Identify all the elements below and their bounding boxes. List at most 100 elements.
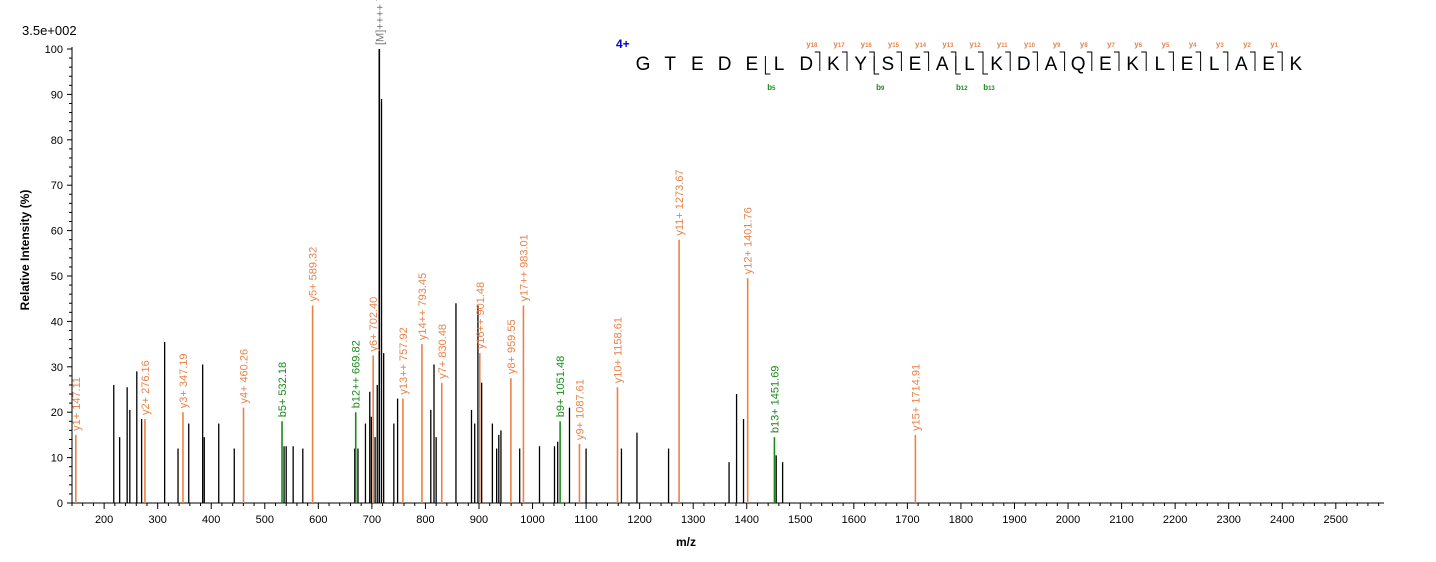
- y-tick-label: 0: [57, 498, 63, 510]
- sequence-letter: Y: [854, 54, 867, 75]
- peak-label: y3+ 347.19: [178, 353, 190, 408]
- y-ion-label: y11: [997, 40, 1008, 49]
- y-tick-label: 100: [45, 44, 63, 56]
- x-tick-label: 600: [309, 514, 327, 526]
- y-ion-index: 6: [1139, 43, 1143, 49]
- y-ion-label: y15: [888, 40, 900, 49]
- y-ion-label: y4: [1189, 40, 1197, 49]
- y-ion-index: 1: [1275, 43, 1279, 49]
- y-ion-label: y13: [942, 40, 954, 49]
- y-ion-label: y18: [806, 40, 818, 49]
- y-ion-label: y8: [1080, 40, 1088, 49]
- y-ion-index: 11: [1001, 43, 1008, 49]
- sequence-letter: L: [774, 54, 785, 75]
- x-tick-label: 300: [149, 514, 167, 526]
- y-ion-index: 14: [919, 43, 926, 49]
- y-ion-bracket: [1222, 51, 1229, 71]
- x-tick-label: 1000: [520, 514, 544, 526]
- sequence-letter: D: [799, 54, 813, 75]
- sequence-letter: E: [909, 54, 922, 75]
- sequence-letter: L: [1155, 54, 1166, 75]
- peak-label: y9+ 1087.61: [574, 379, 586, 440]
- y-ion-bracket: [1250, 51, 1256, 71]
- sequence-letter: K: [1289, 54, 1302, 75]
- sequence-letter: E: [1262, 54, 1275, 75]
- x-tick-label: 1600: [842, 514, 866, 526]
- y-ion-bracket: [1277, 51, 1283, 71]
- y-ion-bracket: [896, 51, 902, 71]
- x-tick-label: 2500: [1324, 514, 1348, 526]
- y-ion-index: 16: [865, 43, 872, 49]
- sequence-letter: K: [1126, 54, 1139, 75]
- x-tick-label: 1400: [735, 514, 759, 526]
- sequence-letter: S: [881, 54, 894, 75]
- y-ion-bracket: [1059, 51, 1066, 71]
- x-tick-label: 1300: [681, 514, 705, 526]
- y-ion-label: y16: [861, 40, 873, 49]
- y-ion-bracket: [923, 51, 930, 71]
- peak-label: b12++ 669.82: [351, 340, 363, 408]
- b-ion-index: 5: [772, 86, 776, 92]
- y-ion-index: 10: [1028, 43, 1035, 49]
- y-ion-bracket: [1032, 51, 1038, 71]
- b-ion-bracket: [955, 56, 961, 75]
- sequence-letter: K: [827, 54, 840, 75]
- x-tick-label: 2100: [1109, 514, 1133, 526]
- y-ion-label: y12: [969, 40, 981, 49]
- axes: 200 300 400 500 600 700 800 900 1000 1100 1200 1300…: [45, 44, 1384, 526]
- y-ion-index: 13: [947, 43, 954, 49]
- x-tick-label: 2000: [1056, 514, 1080, 526]
- sequence-letter: L: [1209, 54, 1220, 75]
- peak-labels: y1+ 147.11 y2+ 276.16 y3+ 347.19 y4+ 460.26…: [71, 0, 923, 440]
- y-ion-index: 12: [974, 43, 981, 49]
- x-tick-label: 800: [416, 514, 434, 526]
- peak-label: b5+ 532.18: [277, 362, 289, 417]
- peak-label: y15+ 1714.91: [910, 364, 922, 431]
- y-ion-label: y2: [1243, 40, 1251, 49]
- b-ion-bracket: [764, 56, 771, 75]
- y-ion-label: y1: [1270, 40, 1278, 49]
- sequence-letter: D: [718, 54, 732, 75]
- sequence-letter: G: [636, 54, 651, 75]
- x-tick-label: 1900: [1002, 514, 1026, 526]
- y-ion-index: 3: [1220, 43, 1224, 49]
- y-ion-bracket: [978, 51, 984, 71]
- y-ion-index: 7: [1112, 43, 1116, 49]
- y-ion-label: y5: [1162, 40, 1170, 49]
- peak-label: y12+ 1401.76: [743, 207, 755, 274]
- y-ion-bracket: [950, 51, 957, 71]
- b-ion-index: 13: [988, 86, 995, 92]
- sequence-letter: E: [691, 54, 704, 75]
- y-ion-index: 8: [1084, 43, 1088, 49]
- y-ion-index: 5: [1166, 43, 1170, 49]
- sequence-letter: E: [1181, 54, 1194, 75]
- x-tick-label: 1500: [788, 514, 812, 526]
- b-ion-label: b9: [876, 83, 885, 92]
- y-ion-bracket: [1168, 51, 1174, 71]
- sequence-letter: A: [1045, 54, 1058, 75]
- sequence-letter: E: [745, 54, 758, 75]
- y-tick-label: 50: [51, 271, 63, 283]
- y-ion-label: y10: [1024, 40, 1036, 49]
- peak-label: [M]++++ 713.86: [374, 0, 386, 45]
- y-ion-bracket: [1141, 51, 1147, 71]
- peak-label: y11+ 1273.67: [674, 170, 686, 236]
- y-ion-label: y7: [1107, 40, 1115, 49]
- y-ion-bracket: [1114, 51, 1120, 71]
- x-tick-label: 1200: [627, 514, 651, 526]
- y-ion-index: 15: [892, 43, 899, 49]
- sequence-letter: L: [964, 54, 975, 75]
- sequence-letter: D: [1017, 54, 1031, 75]
- peak-label: y10+ 1158.61: [612, 317, 624, 383]
- peak-label: y2+ 276.16: [140, 360, 152, 415]
- x-tick-label: 2400: [1270, 514, 1294, 526]
- y-axis-label: Relative Intensity (%): [18, 190, 32, 311]
- sequence-letter: A: [1235, 54, 1248, 75]
- b-ion-label: b5: [767, 83, 776, 92]
- sequence-letter: K: [990, 54, 1003, 75]
- peak-label: y16++ 901.48: [475, 282, 487, 349]
- y-ion-label: y17: [833, 40, 845, 49]
- y-ion-label: y14: [915, 40, 927, 49]
- y-ion-index: 18: [811, 43, 818, 49]
